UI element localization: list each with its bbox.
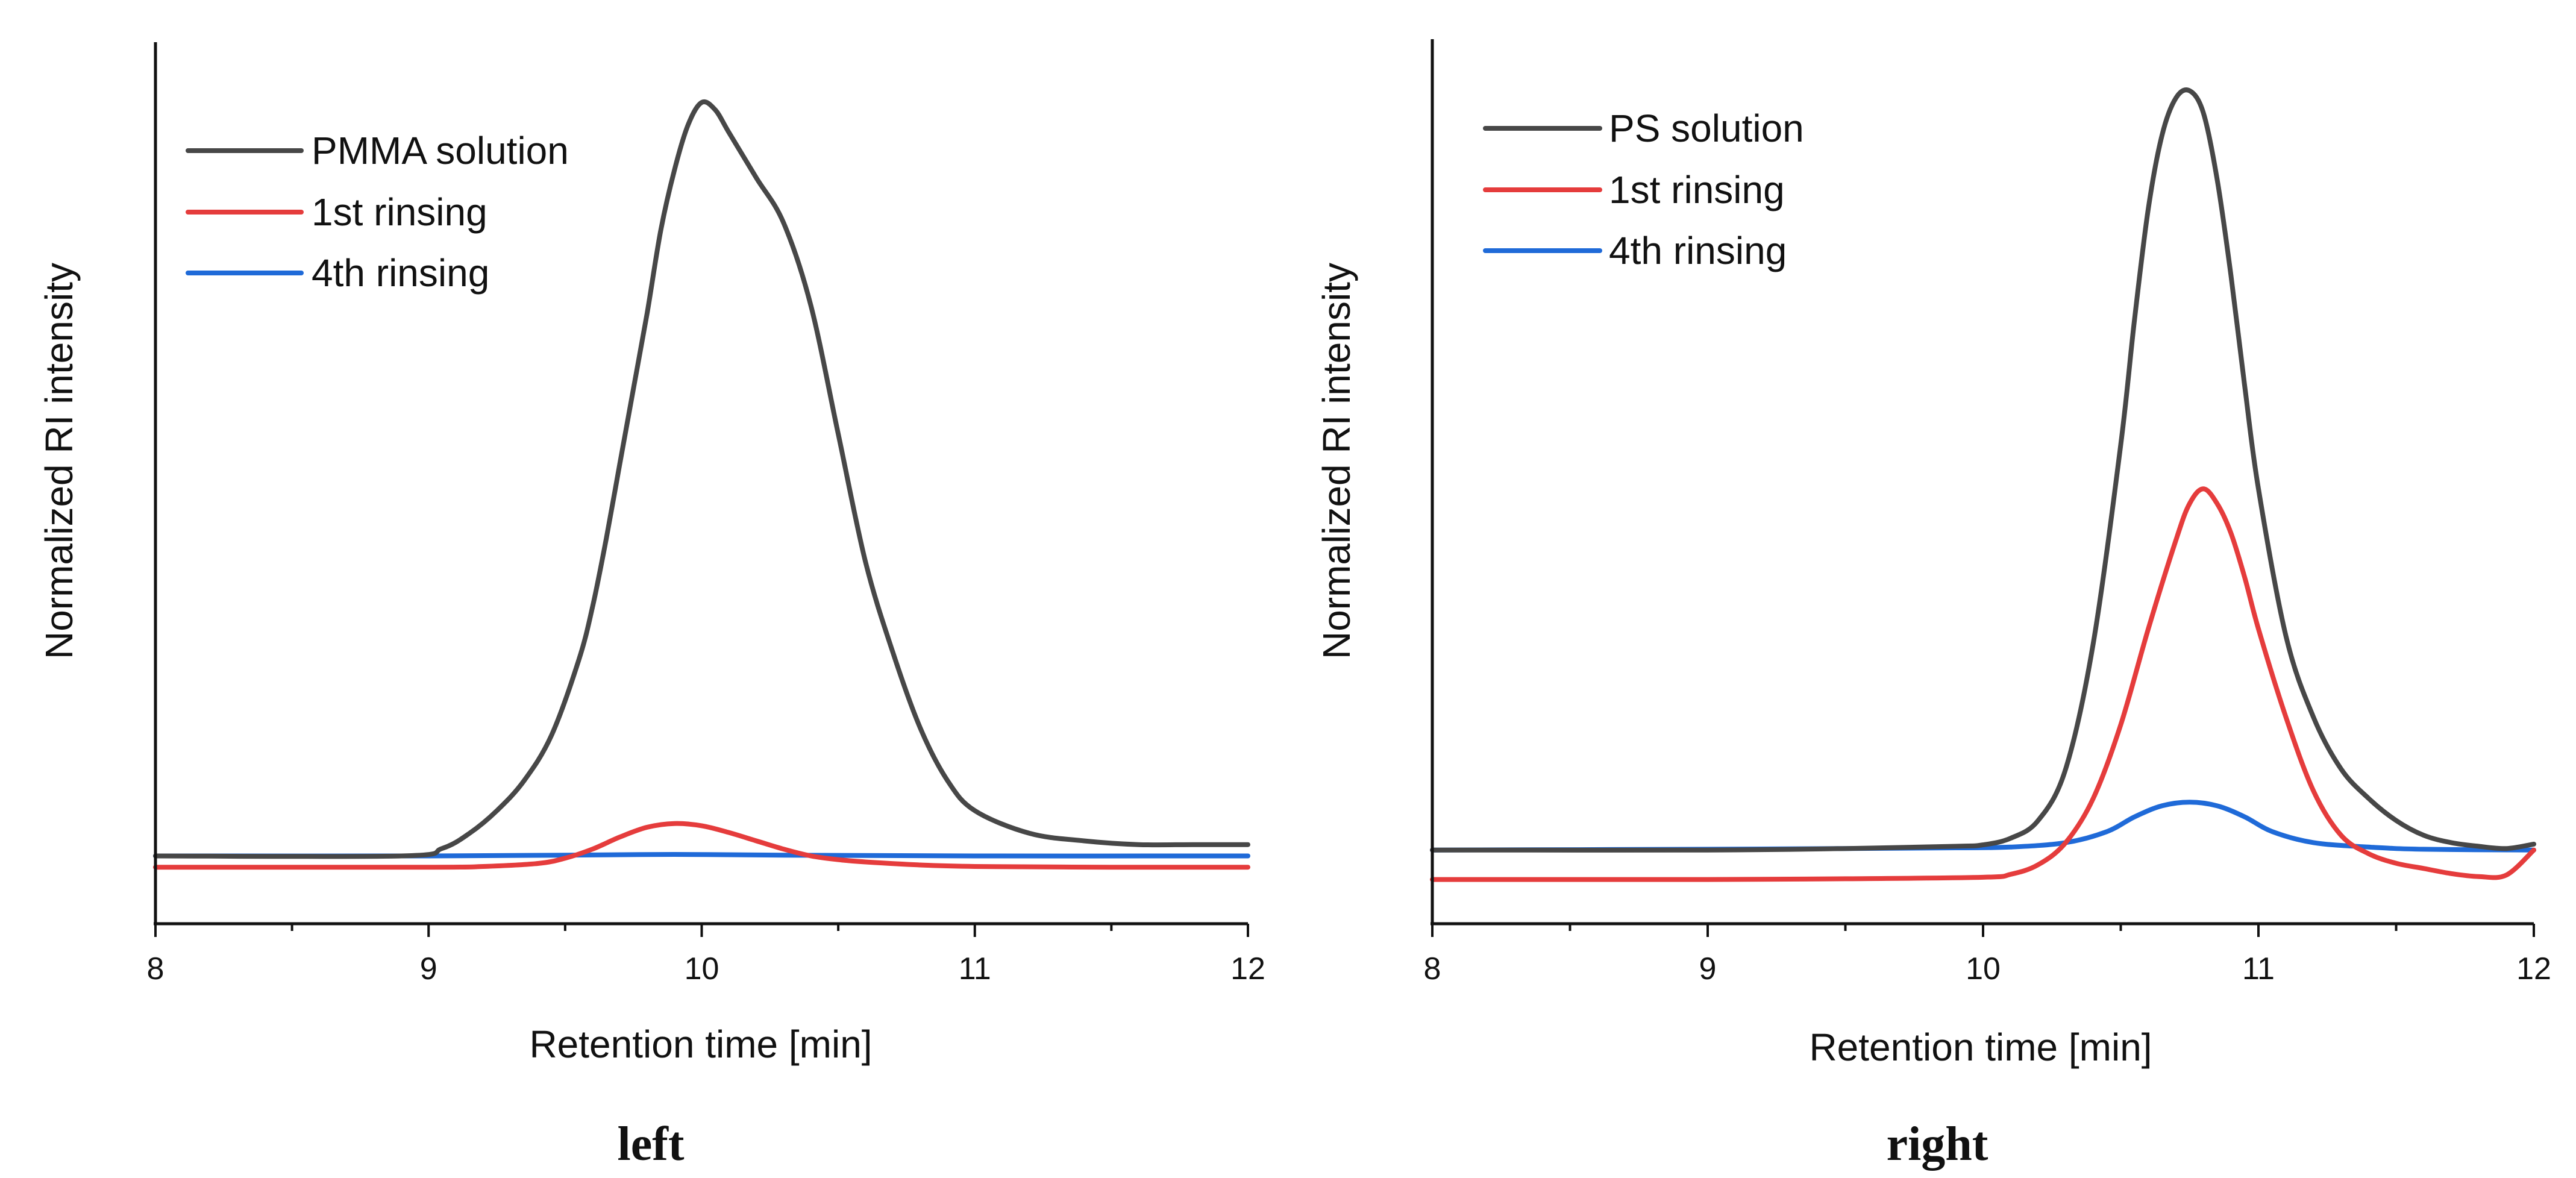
right-legend: PS solution 1st rinsing 4th rinsing: [1483, 107, 1804, 272]
left-series-pmma-solution: [153, 99, 1250, 859]
right-x-tick-label-9: 9: [1699, 951, 1717, 986]
right-legend-label-1st-rinsing: 1st rinsing: [1609, 168, 1785, 211]
left-panel-caption: left: [617, 1118, 684, 1171]
right-x-axis-label: Retention time [min]: [1809, 1026, 2152, 1069]
right-x-tick-label-8: 8: [1424, 951, 1441, 986]
right-series-layer: [1430, 87, 2536, 882]
left-x-axis-label: Retention time [min]: [529, 1023, 872, 1066]
right-panel-caption: right: [1887, 1118, 1988, 1171]
left-x-tick-label-11: 11: [959, 951, 991, 986]
right-series-ps-solution: [1430, 87, 2536, 853]
right-x-tick-label-10: 10: [1966, 951, 2001, 986]
left-legend-label-pmma-solution: PMMA solution: [312, 129, 569, 172]
left-series-layer: [153, 99, 1250, 870]
left-x-tick-label-10: 10: [685, 951, 719, 986]
right-x-ticks: 8 9 10 11 12: [1424, 924, 2551, 986]
left-x-ticks: 8 9 10 11 12: [147, 924, 1265, 986]
left-legend: PMMA solution 1st rinsing 4th rinsing: [186, 129, 569, 295]
left-series-1st-rinsing: [153, 821, 1250, 870]
right-y-axis-label: Normalized RI intensity: [1315, 263, 1358, 659]
right-chart-panel: 8 9 10 11 12 Normalized RI intensity Retenti…: [1315, 39, 2551, 1171]
left-chart-panel: 8 9 10 11 12 Normalized RI intensity Retenti…: [37, 42, 1265, 1171]
left-legend-label-4th-rinsing: 4th rinsing: [312, 251, 489, 295]
left-y-axis-label: Normalized RI intensity: [37, 263, 81, 659]
right-x-tick-label-12: 12: [2516, 951, 2551, 986]
right-series-1st-rinsing: [1430, 486, 2536, 882]
left-x-tick-label-12: 12: [1230, 951, 1265, 986]
left-legend-label-1st-rinsing: 1st rinsing: [312, 190, 487, 234]
right-legend-label-ps-solution: PS solution: [1609, 107, 1804, 150]
right-legend-label-4th-rinsing: 4th rinsing: [1609, 229, 1787, 272]
left-x-tick-label-8: 8: [147, 951, 165, 986]
left-x-tick-label-9: 9: [420, 951, 437, 986]
right-x-tick-label-11: 11: [2242, 951, 2275, 986]
